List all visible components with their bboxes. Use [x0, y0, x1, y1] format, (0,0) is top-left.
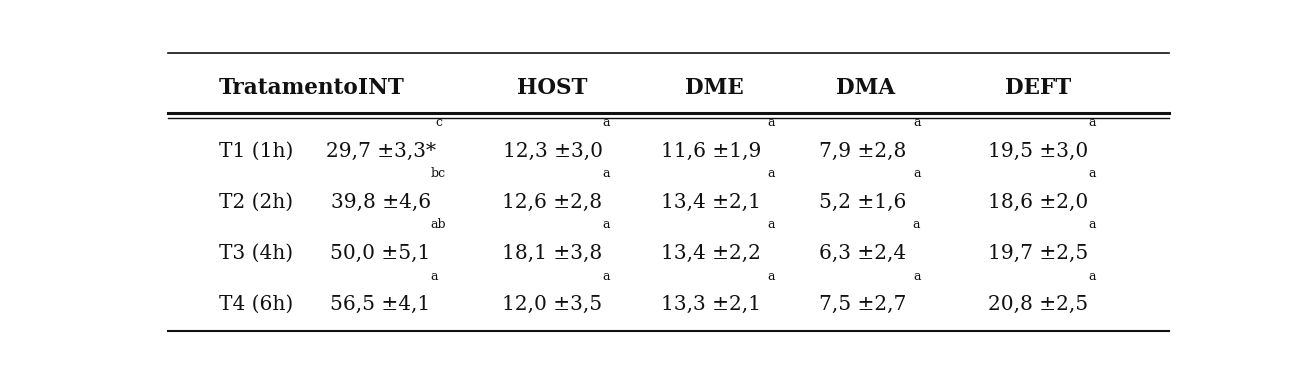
- Text: 11,6 ±1,9: 11,6 ±1,9: [660, 141, 767, 160]
- Text: a: a: [431, 270, 438, 283]
- Text: 19,5 ±3,0: 19,5 ±3,0: [988, 141, 1088, 160]
- Text: Tratamento: Tratamento: [219, 77, 359, 99]
- Text: 39,8 ±4,6: 39,8 ±4,6: [330, 193, 431, 212]
- Text: DMA: DMA: [837, 77, 895, 99]
- Text: a: a: [1088, 167, 1096, 180]
- Text: 18,1 ±3,8: 18,1 ±3,8: [502, 244, 603, 263]
- Text: a: a: [603, 270, 609, 283]
- Text: ab: ab: [431, 218, 446, 231]
- Text: 6,3 ±2,4: 6,3 ±2,4: [820, 244, 912, 263]
- Text: 50,0 ±5,1: 50,0 ±5,1: [330, 244, 431, 263]
- Text: 20,8 ±2,5: 20,8 ±2,5: [988, 295, 1088, 314]
- Text: 29,7 ±3,3*: 29,7 ±3,3*: [325, 141, 436, 160]
- Text: 7,9 ±2,8: 7,9 ±2,8: [820, 141, 913, 160]
- Text: a: a: [603, 167, 609, 180]
- Text: DME: DME: [685, 77, 744, 99]
- Text: 13,3 ±2,1: 13,3 ±2,1: [662, 295, 767, 314]
- Text: a: a: [913, 116, 920, 129]
- Text: a: a: [767, 116, 775, 129]
- Text: a: a: [1088, 116, 1096, 129]
- Text: T1 (1h): T1 (1h): [219, 141, 294, 160]
- Text: c: c: [436, 116, 442, 129]
- Text: 5,2 ±1,6: 5,2 ±1,6: [820, 193, 913, 212]
- Text: 12,3 ±3,0: 12,3 ±3,0: [502, 141, 603, 160]
- Text: a: a: [603, 116, 609, 129]
- Text: T3 (4h): T3 (4h): [219, 244, 292, 263]
- Text: a: a: [767, 270, 775, 283]
- Text: 19,7 ±2,5: 19,7 ±2,5: [988, 244, 1088, 263]
- Text: 56,5 ±4,1: 56,5 ±4,1: [330, 295, 431, 314]
- Text: 13,4 ±2,2: 13,4 ±2,2: [662, 244, 767, 263]
- Text: 12,6 ±2,8: 12,6 ±2,8: [502, 193, 603, 212]
- Text: a: a: [1088, 270, 1095, 283]
- Text: INT: INT: [358, 77, 403, 99]
- Text: a: a: [603, 218, 611, 231]
- Text: a: a: [767, 167, 775, 180]
- Text: T2 (2h): T2 (2h): [219, 193, 292, 212]
- Text: a: a: [1088, 218, 1096, 231]
- Text: a: a: [913, 167, 920, 180]
- Text: bc: bc: [431, 167, 446, 180]
- Text: a: a: [913, 270, 920, 283]
- Text: 7,5 ±2,7: 7,5 ±2,7: [820, 295, 913, 314]
- Text: 13,4 ±2,1: 13,4 ±2,1: [662, 193, 767, 212]
- Text: a: a: [912, 218, 920, 231]
- Text: T4 (6h): T4 (6h): [219, 295, 294, 314]
- Text: a: a: [767, 218, 775, 231]
- Text: DEFT: DEFT: [1005, 77, 1071, 99]
- Text: 12,0 ±3,5: 12,0 ±3,5: [502, 295, 603, 314]
- Text: 18,6 ±2,0: 18,6 ±2,0: [988, 193, 1088, 212]
- Text: HOST: HOST: [517, 77, 587, 99]
